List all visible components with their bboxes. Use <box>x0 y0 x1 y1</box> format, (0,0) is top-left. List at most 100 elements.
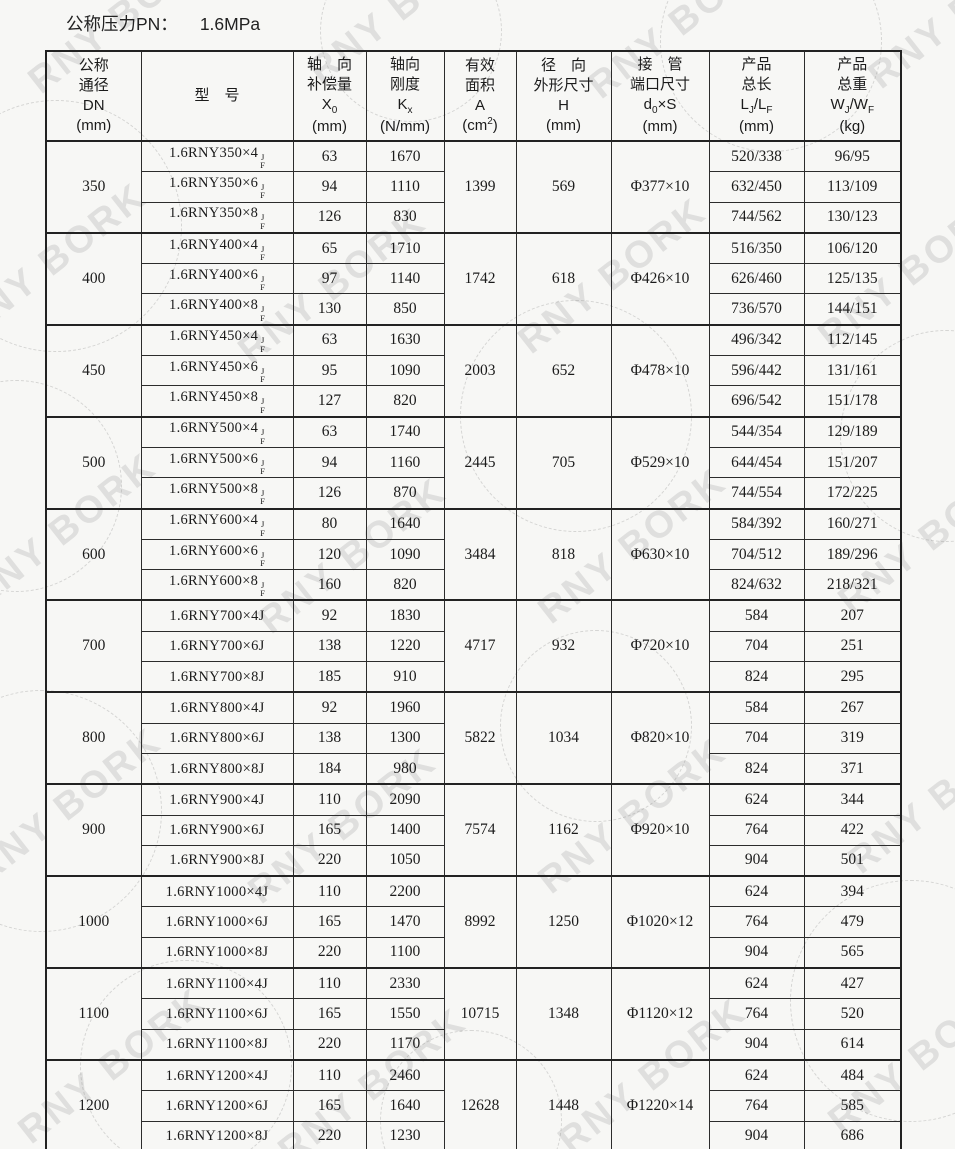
weight-cell: 151/178 <box>803 385 902 418</box>
area-cell: 4717 <box>443 599 517 693</box>
table-row: 1.6RNY1100×6J 165 1550 764 520 <box>46 998 902 1030</box>
dn-cell: 1000 <box>45 875 142 969</box>
length-cell: 824 <box>708 661 805 693</box>
h-cell: 1162 <box>515 783 612 877</box>
nominal-pressure-title: 公称压力PN： 1.6MPa <box>66 11 260 36</box>
dn-cell: 900 <box>45 783 142 877</box>
model-cell: 1.6RNY700×8J <box>140 661 294 693</box>
x0-cell: 110 <box>292 875 367 908</box>
weight-cell: 130/123 <box>803 201 902 234</box>
x0-cell: 92 <box>292 691 367 724</box>
ds-cell: Φ820×10 <box>610 691 710 785</box>
table-row: 1.6RNY700×6J 138 1220 704 251 <box>46 630 902 663</box>
area-cell: 1399 <box>443 140 517 234</box>
table-row: 500 1.6RNY500×4 J F 63 1740 2445 705 Φ529×… <box>45 415 902 510</box>
x0-cell: 165 <box>292 906 367 938</box>
model-cell: 1.6RNY350×6 J F <box>140 171 294 203</box>
dn-group-1000: 1000 1.6RNY1000×4J 110 2200 8992 1250 Φ1… <box>45 875 902 969</box>
x0-cell: 65 <box>292 231 367 265</box>
x0-cell: 126 <box>292 201 367 234</box>
ds-cell: Φ478×10 <box>610 323 710 418</box>
weight-cell: 427 <box>803 967 902 1000</box>
dn-group-1200: 1200 1.6RNY1200×4J 110 2460 12628 1448 Φ… <box>45 1058 902 1149</box>
model-cell: 1.6RNY500×4 J F <box>140 415 294 448</box>
x0-cell: 92 <box>292 599 367 632</box>
x0-cell: 130 <box>292 293 367 326</box>
table-row: 700 1.6RNY700×4J 92 1830 4717 932 Φ720×1… <box>45 599 902 693</box>
dn-group-450: 450 1.6RNY450×4 J F 63 1630 2003 652 Φ478×… <box>45 323 902 418</box>
length-cell: 624 <box>708 967 805 1000</box>
area-cell: 2445 <box>443 415 517 510</box>
model-cell: 1.6RNY600×8 J F <box>140 569 294 601</box>
h-cell: 618 <box>515 231 612 326</box>
col-header-kx: 轴向 刚度 Kx (N/mm) <box>365 50 445 142</box>
weight-cell: 172/225 <box>803 477 902 510</box>
kx-cell: 1670 <box>365 140 445 173</box>
model-cell: 1.6RNY900×6J <box>140 814 294 846</box>
model-cell: 1.6RNY400×8 J F <box>140 293 294 326</box>
table-row: 1.6RNY900×8J 220 1050 904 501 <box>46 844 902 877</box>
model-cell: 1.6RNY1200×4J <box>140 1058 294 1092</box>
kx-cell: 2460 <box>365 1058 445 1092</box>
x0-cell: 63 <box>292 140 367 173</box>
kx-cell: 1050 <box>365 844 445 877</box>
length-cell: 764 <box>708 1090 805 1122</box>
weight-cell: 189/296 <box>803 538 902 571</box>
length-cell: 904 <box>708 844 805 877</box>
weight-cell: 479 <box>803 906 902 938</box>
h-cell: 1034 <box>515 691 612 785</box>
weight-cell: 295 <box>803 661 902 693</box>
x0-cell: 220 <box>292 1120 367 1149</box>
dn-cell: 500 <box>45 415 142 510</box>
dn-cell: 700 <box>45 599 142 693</box>
weight-cell: 371 <box>803 752 902 785</box>
kx-cell: 1110 <box>365 171 445 203</box>
area-cell: 7574 <box>443 783 517 877</box>
kx-cell: 1400 <box>365 814 445 846</box>
table-row: 1.6RNY800×6J 138 1300 704 319 <box>46 722 902 754</box>
length-cell: 644/454 <box>708 446 805 479</box>
kx-cell: 1640 <box>365 1090 445 1122</box>
table-row: 1.6RNY600×6 J F 120 1090 704/512 189/296 <box>46 538 902 571</box>
length-cell: 624 <box>708 875 805 908</box>
length-cell: 904 <box>708 936 805 969</box>
area-cell: 8992 <box>443 875 517 969</box>
x0-cell: 95 <box>292 355 367 387</box>
model-cell: 1.6RNY800×6J <box>140 722 294 754</box>
h-cell: 1250 <box>515 875 612 969</box>
dn-group-700: 700 1.6RNY700×4J 92 1830 4717 932 Φ720×1… <box>45 599 902 693</box>
length-cell: 704/512 <box>708 538 805 571</box>
table-row: 1.6RNY1000×6J 165 1470 764 479 <box>46 906 902 938</box>
length-cell: 596/442 <box>708 355 805 387</box>
dn-group-400: 400 1.6RNY400×4 J F 65 1710 1742 618 Φ426×… <box>45 231 902 326</box>
length-cell: 744/562 <box>708 201 805 234</box>
length-cell: 544/354 <box>708 415 805 448</box>
model-cell: 1.6RNY1100×4J <box>140 967 294 1000</box>
kx-cell: 1230 <box>365 1120 445 1149</box>
table-row: 1000 1.6RNY1000×4J 110 2200 8992 1250 Φ1… <box>45 875 902 969</box>
h-cell: 818 <box>515 507 612 601</box>
model-cell: 1.6RNY800×8J <box>140 752 294 785</box>
ds-cell: Φ720×10 <box>610 599 710 693</box>
x0-cell: 126 <box>292 477 367 510</box>
area-cell: 5822 <box>443 691 517 785</box>
table-row: 1.6RNY1200×8J 220 1230 904 686 <box>46 1120 902 1149</box>
x0-cell: 63 <box>292 415 367 448</box>
length-cell: 824/632 <box>708 569 805 601</box>
x0-cell: 165 <box>292 814 367 846</box>
table-row: 1.6RNY450×8 J F 127 820 696/542 151/178 <box>46 385 902 418</box>
area-cell: 1742 <box>443 231 517 326</box>
weight-cell: 96/95 <box>803 140 902 173</box>
length-cell: 584 <box>708 691 805 724</box>
dn-cell: 1200 <box>45 1058 142 1149</box>
kx-cell: 1090 <box>365 355 445 387</box>
length-cell: 696/542 <box>708 385 805 418</box>
length-cell: 904 <box>708 1028 805 1061</box>
col-header-length: 产品 总长 LJ/LF (mm) <box>708 50 805 142</box>
kx-cell: 2090 <box>365 783 445 816</box>
